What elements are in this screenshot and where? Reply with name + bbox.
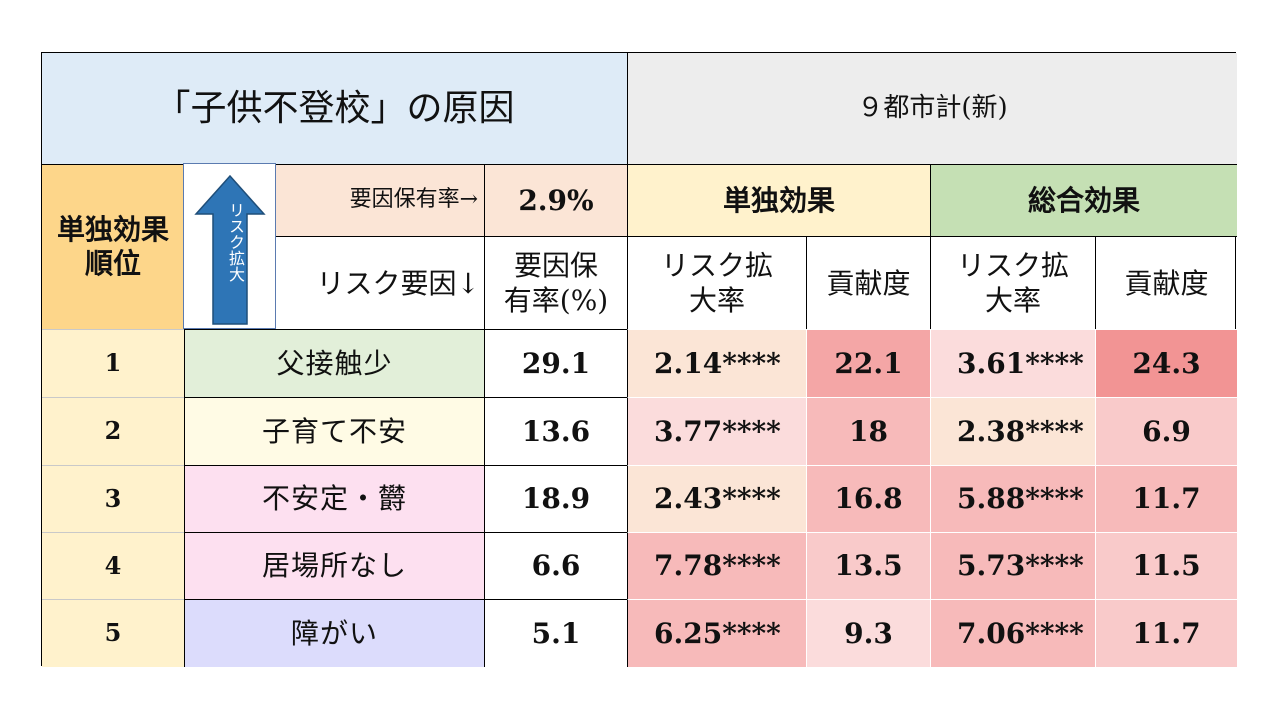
total-contribution-cell: 11.7 xyxy=(1095,465,1237,532)
factor-cell-text: 不安定・欝 xyxy=(261,482,407,516)
page-title: 「子供不登校」の原因 xyxy=(42,53,627,164)
rank-cell-text: 5 xyxy=(104,618,122,648)
page-title-text: 「子供不登校」の原因 xyxy=(154,87,515,129)
factor-cell: 子育て不安 xyxy=(184,397,484,465)
total-risk-ratio-cell-text: 3.61**** xyxy=(957,346,1084,380)
single-risk-ratio-header-text: リスク拡 大率 xyxy=(660,249,773,317)
arrow-label: リスク拡大 xyxy=(226,202,245,282)
rank-cell: 4 xyxy=(42,532,184,599)
prevalence-label: 要因保有率→ xyxy=(349,187,478,213)
single-risk-ratio-header: リスク拡 大率 xyxy=(627,236,806,329)
factor-cell-text: 障がい xyxy=(290,616,378,650)
total-risk-ratio-cell: 7.06**** xyxy=(930,599,1095,667)
prevalence-cell: 5.1 xyxy=(484,599,627,667)
single-effect-header-text: 単独効果 xyxy=(722,183,835,217)
total-contribution-cell-text: 24.3 xyxy=(1132,346,1201,380)
single-risk-ratio-cell: 6.25**** xyxy=(627,599,806,667)
single-contribution-cell-text: 18 xyxy=(849,414,888,448)
total-contribution-cell: 11.5 xyxy=(1095,532,1237,599)
total-contribution-cell: 6.9 xyxy=(1095,397,1237,465)
prevalence-cell: 18.9 xyxy=(484,465,627,532)
single-contribution-cell-text: 9.3 xyxy=(844,616,893,650)
single-risk-ratio-cell-text: 2.14**** xyxy=(654,346,781,380)
prevalence-cell-text: 18.9 xyxy=(521,482,591,516)
rank-cell-text: 1 xyxy=(104,348,122,378)
rank-header: 単独効果 順位 xyxy=(42,164,184,329)
prevalence-cell-text: 29.1 xyxy=(521,346,591,380)
factor-header-text: リスク要因↓ xyxy=(316,266,480,300)
rank-cell-text: 2 xyxy=(104,416,122,446)
factor-cell: 障がい xyxy=(184,599,484,667)
rank-cell: 5 xyxy=(42,599,184,667)
risk-increase-indicator: リスク拡大 xyxy=(183,163,276,329)
single-contribution-cell: 16.8 xyxy=(806,465,930,532)
total-contribution-cell-text: 11.7 xyxy=(1132,616,1201,650)
factor-cell-text: 子育て不安 xyxy=(261,414,407,448)
single-contribution-cell: 9.3 xyxy=(806,599,930,667)
single-contribution-cell-text: 16.8 xyxy=(834,482,903,516)
up-arrow-icon xyxy=(194,174,266,325)
prevalence-column-header-text: 要因保 有率(%) xyxy=(503,249,609,317)
total-risk-ratio-cell-text: 7.06**** xyxy=(957,616,1084,650)
total-risk-ratio-cell: 5.73**** xyxy=(930,532,1095,599)
total-contribution-cell-text: 11.5 xyxy=(1132,549,1201,583)
single-contribution-header-text: 貢献度 xyxy=(826,266,911,300)
single-contribution-cell: 13.5 xyxy=(806,532,930,599)
single-risk-ratio-cell-text: 2.43**** xyxy=(654,482,781,516)
factor-header: リスク要因↓ xyxy=(184,236,484,329)
total-contribution-header-text: 貢献度 xyxy=(1124,266,1209,300)
single-risk-ratio-cell-text: 7.78**** xyxy=(654,549,781,583)
total-risk-ratio-cell-text: 2.38**** xyxy=(957,414,1084,448)
prevalence-cell: 13.6 xyxy=(484,397,627,465)
total-risk-ratio-cell-text: 5.88**** xyxy=(957,482,1084,516)
rank-cell: 3 xyxy=(42,465,184,532)
total-risk-ratio-cell: 5.88**** xyxy=(930,465,1095,532)
rank-header-text: 単独効果 順位 xyxy=(56,213,169,280)
factor-cell: 居場所なし xyxy=(184,532,484,599)
total-risk-ratio-cell-text: 5.73**** xyxy=(957,549,1084,583)
prevalence-value: 2.9% xyxy=(484,164,627,236)
factor-cell: 不安定・欝 xyxy=(184,465,484,532)
factor-cell-text: 父接触少 xyxy=(276,346,393,380)
city-header: ９都市計(新) xyxy=(627,53,1237,164)
single-contribution-cell-text: 13.5 xyxy=(834,549,903,583)
rank-cell: 1 xyxy=(42,329,184,397)
single-contribution-cell: 18 xyxy=(806,397,930,465)
single-contribution-header: 貢献度 xyxy=(806,236,930,329)
single-effect-header: 単独効果 xyxy=(627,164,930,236)
total-effect-header: 総合効果 xyxy=(930,164,1237,236)
risk-factor-table: 「子供不登校」の原因 ９都市計(新) 単独効果 順位 要因保有率→ 2.9% 単独効果 総合… xyxy=(41,52,1237,667)
total-contribution-cell: 24.3 xyxy=(1095,329,1237,397)
total-risk-ratio-header-text: リスク拡 大率 xyxy=(956,249,1069,317)
city-header-text: ９都市計(新) xyxy=(857,92,1008,123)
single-risk-ratio-cell-text: 6.25**** xyxy=(654,616,781,650)
single-risk-ratio-cell: 3.77**** xyxy=(627,397,806,465)
factor-cell: 父接触少 xyxy=(184,329,484,397)
prevalence-cell: 29.1 xyxy=(484,329,627,397)
prevalence-cell: 6.6 xyxy=(484,532,627,599)
single-risk-ratio-cell: 2.14**** xyxy=(627,329,806,397)
total-effect-header-text: 総合効果 xyxy=(1027,183,1140,217)
rank-cell: 2 xyxy=(42,397,184,465)
single-contribution-cell: 22.1 xyxy=(806,329,930,397)
prevalence-column-header: 要因保 有率(%) xyxy=(484,236,627,329)
rank-cell-text: 3 xyxy=(104,483,122,513)
total-contribution-header: 貢献度 xyxy=(1095,236,1237,329)
total-contribution-cell-text: 11.7 xyxy=(1132,482,1201,516)
total-risk-ratio-header: リスク拡 大率 xyxy=(930,236,1095,329)
prevalence-cell-text: 6.6 xyxy=(531,549,581,583)
total-contribution-cell-text: 6.9 xyxy=(1142,414,1191,448)
prevalence-cell-text: 5.1 xyxy=(531,616,581,650)
total-risk-ratio-cell: 2.38**** xyxy=(930,397,1095,465)
single-contribution-cell-text: 22.1 xyxy=(834,346,903,380)
single-risk-ratio-cell: 2.43**** xyxy=(627,465,806,532)
single-risk-ratio-cell: 7.78**** xyxy=(627,532,806,599)
total-contribution-cell: 11.7 xyxy=(1095,599,1237,667)
factor-cell-text: 居場所なし xyxy=(261,549,407,583)
total-risk-ratio-cell: 3.61**** xyxy=(930,329,1095,397)
prevalence-value-text: 2.9% xyxy=(518,183,594,217)
single-risk-ratio-cell-text: 3.77**** xyxy=(654,414,781,448)
prevalence-cell-text: 13.6 xyxy=(521,414,591,448)
rank-cell-text: 4 xyxy=(104,550,122,580)
